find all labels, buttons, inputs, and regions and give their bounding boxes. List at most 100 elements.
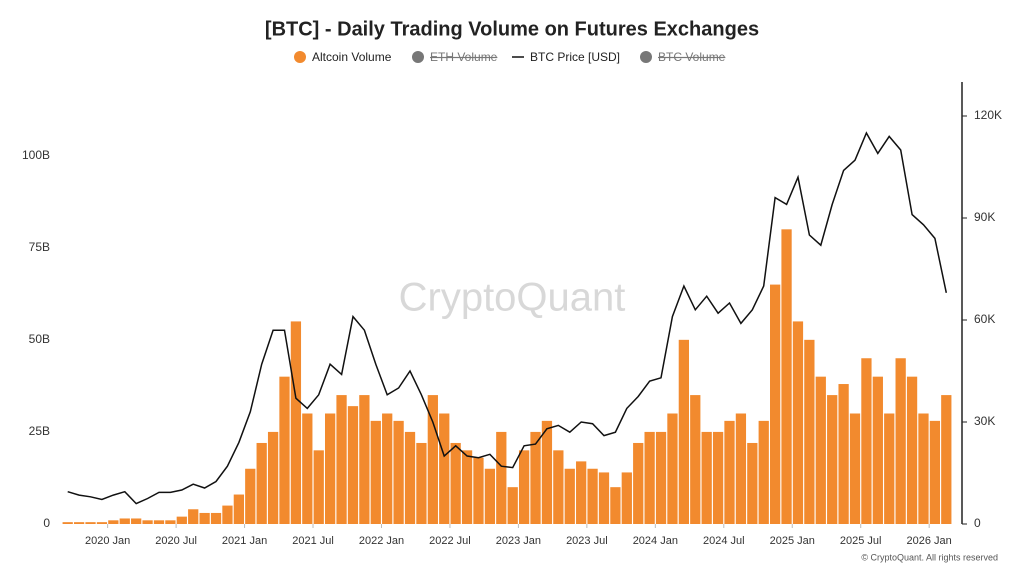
x-tick-label: 2023 Jul [566,535,608,547]
x-tick-label: 2024 Jan [633,535,678,547]
volume-bar [439,413,450,524]
volume-bar [336,395,347,524]
volume-bar [119,518,130,524]
volume-bar [210,512,222,524]
chart-title: [BTC] - Daily Trading Volume on Futures … [265,18,759,40]
watermark: CryptoQuant [399,276,626,320]
x-tick-label: 2024 Jul [703,535,745,547]
volume-bar [587,468,598,524]
volume-bar [484,468,496,524]
volume-bar [598,472,610,524]
volume-bar [644,431,655,524]
volume-bar [690,395,701,524]
volume-bar [667,413,678,524]
x-tick-label: 2021 Jul [292,535,334,547]
volume-bar [233,494,244,524]
volume-bar [712,431,724,524]
volume-bar [222,505,233,524]
volume-bar [165,520,176,524]
volume-bar [815,376,826,524]
y2-tick-label: 90K [974,210,995,224]
volume-bar [267,431,279,524]
volume-bar [450,442,461,524]
volume-bar [473,457,484,524]
volume-bar [153,520,165,524]
volume-bar [96,522,108,524]
volume-bar [655,431,667,524]
credit: © CryptoQuant. All rights reserved [861,552,998,562]
volume-bar [872,376,883,524]
volume-bar [827,395,838,524]
volume-bar [176,516,187,524]
x-tick-label: 2020 Jul [155,535,197,547]
volume-bar [724,420,735,524]
volume-bar [370,420,381,524]
x-tick-label: 2022 Jan [359,535,404,547]
volume-bar [62,522,73,524]
legend-label[interactable]: BTC Volume [658,50,726,64]
volume-bar [895,358,906,524]
volume-bar [758,420,769,524]
volume-bar [313,450,324,524]
y2-tick-label: 30K [974,414,995,428]
volume-bar [929,420,941,524]
volume-bar [610,487,621,524]
legend-label[interactable]: BTC Price [USD] [530,50,620,64]
x-tick-label: 2022 Jul [429,535,471,547]
x-tick-label: 2025 Jul [840,535,882,547]
y-tick-label: 75B [29,240,50,254]
volume-bar [861,358,872,524]
volume-bar [838,384,849,524]
volume-bar [564,468,575,524]
volume-bar [382,413,393,524]
volume-bar [347,406,359,524]
volume-bar [85,522,96,524]
volume-bar [804,339,815,524]
volume-bar [884,413,895,524]
volume-bar [427,395,438,524]
legend-label[interactable]: ETH Volume [430,50,498,64]
y-tick-label: 100B [22,148,50,162]
volume-bar [393,420,404,524]
volume-bar [461,450,473,524]
volume-bar [325,413,336,524]
volume-bar [530,431,541,524]
y2-tick-label: 60K [974,312,995,326]
legend-swatch [412,51,424,63]
x-tick-label: 2026 Jan [907,535,952,547]
volume-bar [518,450,530,524]
volume-bar [770,284,781,524]
volume-bar [142,520,153,524]
y-tick-label: 50B [29,332,50,346]
volume-bar [906,376,918,524]
volume-bar [404,431,416,524]
volume-bar [416,442,427,524]
volume-bar [849,413,861,524]
legend-label[interactable]: Altcoin Volume [312,50,392,64]
volume-bar [131,518,142,524]
y2-tick-label: 120K [974,108,1002,122]
volume-bar [188,509,199,524]
volume-bar [541,420,553,524]
x-tick-label: 2025 Jan [770,535,815,547]
y-tick-label: 0 [43,516,50,530]
x-tick-label: 2020 Jan [85,535,130,547]
volume-bar [941,395,952,524]
volume-bar [576,461,587,524]
y-tick-label: 25B [29,424,50,438]
volume-bar [108,520,119,524]
volume-bar [245,468,256,524]
volume-bar [359,395,370,524]
legend-swatch [294,51,306,63]
volume-bar [792,321,804,524]
volume-bar [496,431,507,524]
volume-bar [73,522,85,524]
volume-bar [290,321,302,524]
volume-bar [678,339,689,524]
x-tick-label: 2023 Jan [496,535,541,547]
volume-bar [507,487,518,524]
price-line [67,131,948,505]
volume-bar [747,442,758,524]
volume-bar [701,431,712,524]
